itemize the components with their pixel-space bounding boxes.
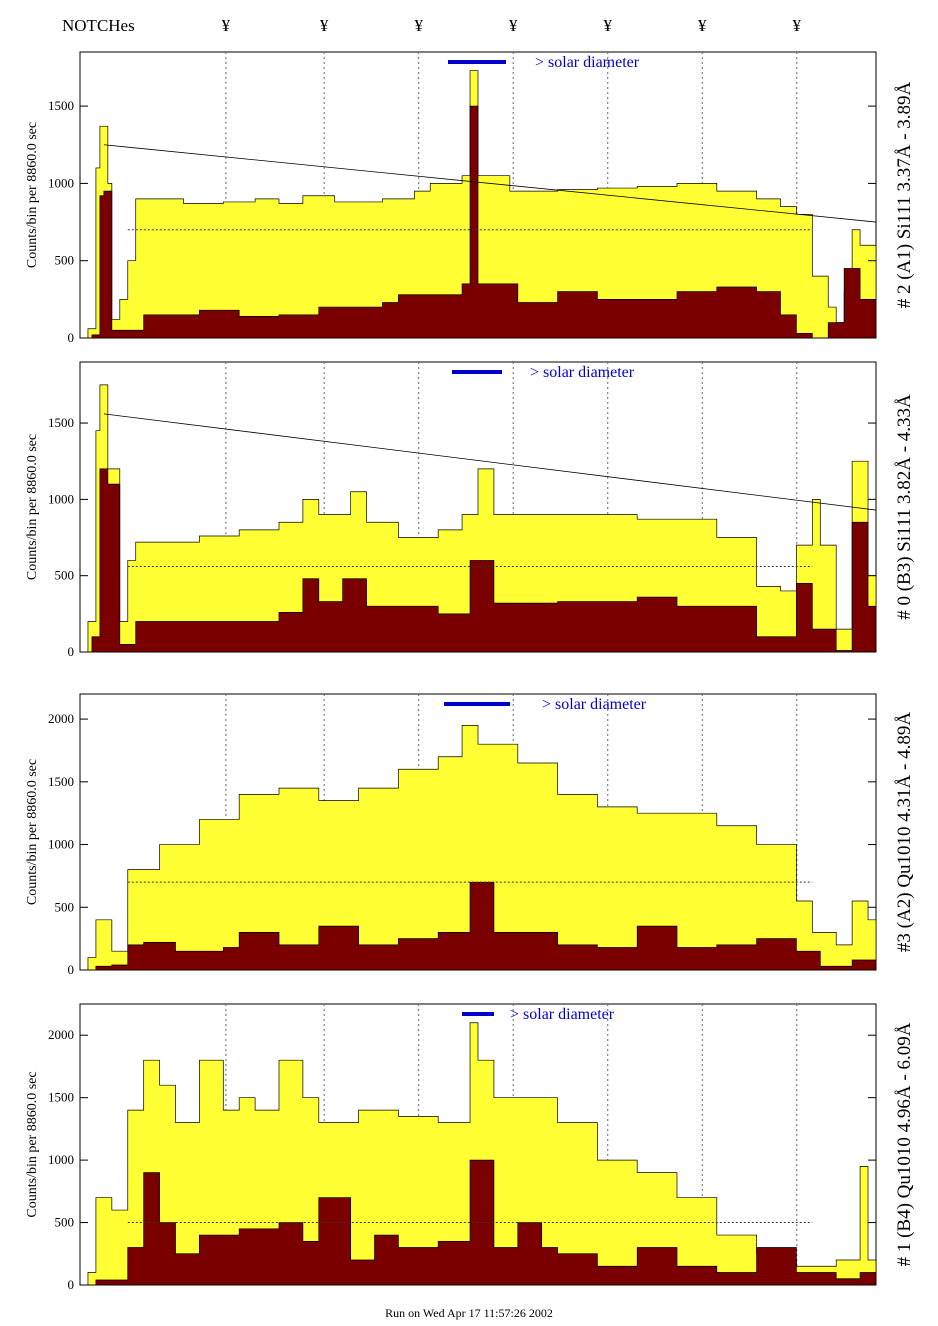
background-counts-area	[80, 1159, 877, 1286]
total-counts-area	[80, 725, 877, 971]
y-tick-label: 500	[55, 1215, 75, 1230]
notch-mark: ¥	[508, 16, 518, 35]
fit-line	[103, 144, 877, 223]
total-counts-area	[80, 384, 877, 653]
y-tick-label: 1500	[48, 774, 74, 789]
notches-title: NOTCHes	[62, 16, 135, 35]
solar-diameter-label: > solar diameter	[542, 696, 647, 713]
y-axis-label: Counts/bin per 8860.0 sec	[25, 1071, 40, 1217]
y-tick-label: 2000	[48, 1027, 74, 1042]
panel-a1: 0 500 1000 1500 Counts/bin per 8860.0 sec # 2…	[25, 51, 915, 345]
fit-line	[103, 413, 877, 511]
panel-a2: 0 500 1000 1500 2000 Counts/bin per 8860.0 se…	[25, 693, 915, 977]
panel-range-label: # 1 (B4) Qu1010 4.96Å - 6.09Å	[894, 1022, 915, 1266]
notch-mark: ¥	[792, 16, 802, 35]
notch-mark: ¥	[221, 16, 231, 35]
background-counts-area	[80, 105, 877, 339]
background-counts-area	[80, 468, 877, 653]
solar-diameter-label: > solar diameter	[530, 364, 635, 381]
y-tick-label: 0	[68, 1277, 75, 1292]
y-tick-label: 1500	[48, 415, 74, 430]
y-tick-label: 0	[68, 962, 75, 977]
y-axis-label: Counts/bin per 8860.0 sec	[25, 434, 40, 580]
y-tick-label: 1000	[48, 491, 74, 506]
notch-mark: ¥	[698, 16, 707, 35]
panel-b4: 0 500 1000 1500 2000 Counts/bin per 8860.0 se…	[25, 1003, 915, 1292]
background-counts-area	[80, 881, 877, 971]
y-tick-label: 1500	[48, 1090, 74, 1105]
y-tick-label: 0	[68, 644, 75, 659]
solar-diameter-label: > solar diameter	[535, 54, 640, 71]
run-footer: Run on Wed Apr 17 11:57:26 2002	[385, 1306, 553, 1320]
y-tick-label: 1000	[48, 175, 74, 190]
y-tick-label: 0	[68, 330, 75, 345]
panel-range-label: #3 (A2) Qu1010 4.31Å - 4.89Å	[894, 712, 915, 952]
notch-mark: ¥	[319, 16, 329, 35]
y-axis-label: Counts/bin per 8860.0 sec	[25, 759, 40, 905]
panel-b3: 0 500 1000 1500 Counts/bin per 8860.0 sec # 0…	[25, 361, 915, 659]
panel-range-label: # 0 (B3) Si111 3.82Å - 4.33Å	[894, 394, 915, 620]
y-tick-label: 500	[55, 899, 75, 914]
y-tick-label: 500	[55, 568, 75, 583]
y-tick-label: 1000	[48, 837, 74, 852]
y-tick-label: 1500	[48, 98, 74, 113]
panel-range-label: # 2 (A1) Si111 3.37Å - 3.89Å	[894, 81, 915, 308]
y-tick-label: 1000	[48, 1152, 74, 1167]
solar-diameter-label: > solar diameter	[510, 1006, 615, 1023]
notch-mark: ¥	[603, 16, 612, 35]
notch-mark: ¥	[414, 16, 423, 35]
y-tick-label: 500	[55, 253, 75, 268]
y-axis-label: Counts/bin per 8860.0 sec	[25, 122, 40, 268]
y-tick-label: 2000	[48, 711, 74, 726]
